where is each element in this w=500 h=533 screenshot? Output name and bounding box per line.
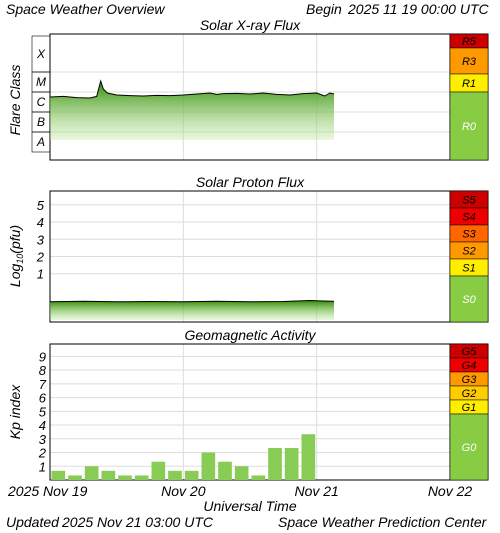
kp-bar — [134, 475, 149, 480]
kp-bar — [68, 475, 82, 480]
proton-ylabel: Log10(pfu) — [7, 225, 25, 287]
kp-ytick-9: 9 — [39, 349, 46, 364]
proton-scale-label-s2: S2 — [462, 246, 475, 258]
kp-scale-label-g4: G4 — [462, 360, 477, 372]
kp-bar — [284, 447, 299, 480]
kp-xtick-nov-21: Nov 21 — [294, 483, 338, 499]
kp-bar — [234, 466, 249, 480]
proton-scale-label-s3: S3 — [462, 229, 476, 241]
kp-bar — [301, 434, 316, 480]
updated-label: Updated — [6, 514, 59, 530]
xray-class-label-c: C — [37, 95, 46, 109]
xray-scale-label-r5: R5 — [462, 36, 477, 48]
proton-scale-label-s4: S4 — [462, 212, 475, 224]
kp-scale-label-g0: G0 — [462, 442, 478, 454]
proton-title: Solar Proton Flux — [196, 174, 305, 190]
kp-bar — [201, 452, 216, 480]
kp-xlabel: Universal Time — [203, 498, 296, 514]
kp-ytick-3: 3 — [39, 432, 47, 447]
xray-scale-label-r0: R0 — [462, 121, 477, 133]
kp-ytick-5: 5 — [39, 404, 47, 419]
kp-ytick-6: 6 — [39, 391, 47, 406]
proton-ytick-3: 3 — [37, 232, 45, 247]
proton-ytick-5: 5 — [37, 198, 45, 213]
credit: Space Weather Prediction Center — [278, 514, 487, 530]
kp-scale-band-g0 — [449, 413, 489, 481]
kp-bar — [51, 470, 66, 480]
proton-flux-area — [50, 300, 334, 320]
kp-ytick-1: 1 — [39, 459, 46, 474]
xray-class-label-x: X — [36, 47, 46, 61]
proton-ytick-1: 1 — [37, 267, 44, 282]
xray-flux-line — [49, 79, 335, 99]
kp-scale-label-g1: G1 — [462, 402, 477, 414]
kp-xtick-2025-nov-19: 2025 Nov 19 — [7, 483, 88, 499]
kp-bar — [251, 475, 266, 480]
xray-class-box-x — [31, 35, 51, 73]
kp-bar — [218, 461, 232, 480]
proton-ytick-2: 2 — [36, 250, 45, 265]
xray-class-label-m: M — [36, 75, 46, 89]
xray-class-label-b: B — [37, 115, 45, 129]
kp-xtick-nov-20: Nov 20 — [161, 483, 206, 499]
xray-scale-label-r3: R3 — [462, 56, 477, 68]
xray-scale-band-r3 — [449, 47, 489, 75]
proton-scale-label-s1: S1 — [462, 263, 475, 275]
xray-scale-label-r1: R1 — [462, 78, 476, 90]
xray-ylabel: Flare Class — [7, 65, 23, 136]
kp-ytick-4: 4 — [39, 418, 46, 433]
xray-title: Solar X-ray Flux — [200, 17, 301, 33]
kp-scale-label-g2: G2 — [462, 388, 477, 400]
kp-scale-label-g5: G5 — [462, 346, 478, 358]
proton-flux-line — [49, 299, 335, 303]
kp-ylabel: Kp index — [7, 384, 23, 439]
proton-scale-label-s5: S5 — [462, 195, 476, 207]
kp-scale-label-g3: G3 — [462, 374, 478, 386]
proton-ytick-4: 4 — [37, 215, 44, 230]
kp-title: Geomagnetic Activity — [185, 327, 317, 343]
kp-ytick-8: 8 — [39, 363, 47, 378]
xray-class-label-a: A — [36, 135, 45, 149]
kp-xtick-nov-22: Nov 22 — [428, 483, 473, 499]
xray-scale-band-r0 — [449, 91, 489, 161]
page-title: Space Weather Overview — [6, 1, 165, 17]
kp-ytick-2: 2 — [38, 446, 47, 461]
kp-bar — [84, 466, 99, 480]
xray-flux-area — [50, 81, 334, 140]
updated-value: 2025 Nov 21 03:00 UTC — [62, 514, 213, 530]
kp-bar — [268, 447, 282, 480]
kp-bar — [184, 470, 199, 480]
begin-label: Begin — [306, 1, 342, 17]
begin-value: 2025 11 19 00:00 UTC — [348, 1, 489, 17]
kp-bar — [101, 470, 116, 480]
kp-bar — [168, 470, 182, 480]
proton-scale-label-s0: S0 — [462, 294, 476, 306]
proton-scale-band-s0 — [449, 275, 489, 323]
kp-bar — [118, 475, 132, 480]
kp-bar — [151, 461, 166, 480]
kp-ytick-7: 7 — [39, 377, 47, 392]
